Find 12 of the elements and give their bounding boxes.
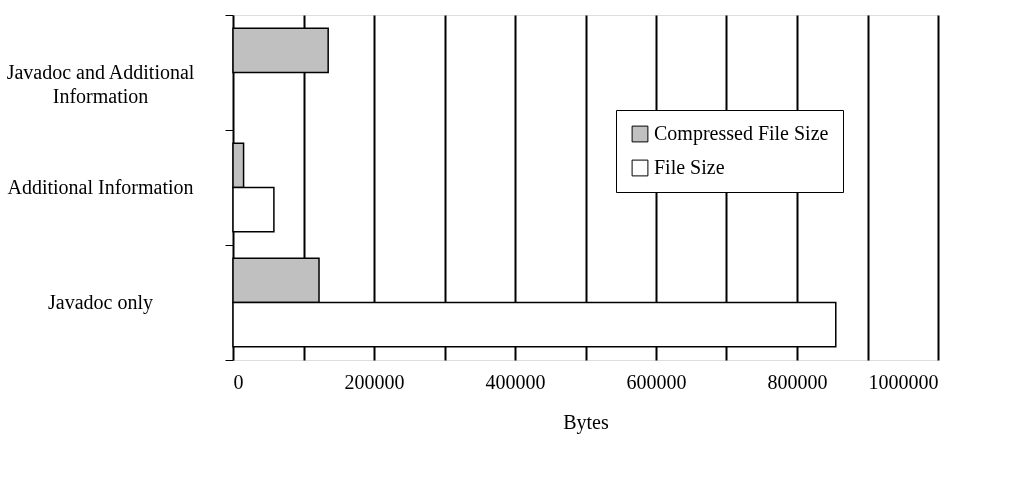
x-axis-title: Bytes xyxy=(563,410,609,434)
x-tick-label: 1000000 xyxy=(868,370,939,393)
y-tick-label: Javadoc and Additional Information xyxy=(6,61,195,107)
y-tick-label: Javadoc only xyxy=(48,291,153,314)
x-tick-label: 0 xyxy=(233,370,244,393)
x-tick-label: 400000 xyxy=(485,370,546,393)
x-tick-label: 800000 xyxy=(767,370,828,393)
y-tick-label: Additional Information xyxy=(7,176,194,198)
x-tick-label: 200000 xyxy=(344,370,405,393)
legend-label: Compressed File Size xyxy=(654,122,829,145)
x-tick-label: 600000 xyxy=(626,370,687,393)
legend-label: File Size xyxy=(654,156,725,178)
